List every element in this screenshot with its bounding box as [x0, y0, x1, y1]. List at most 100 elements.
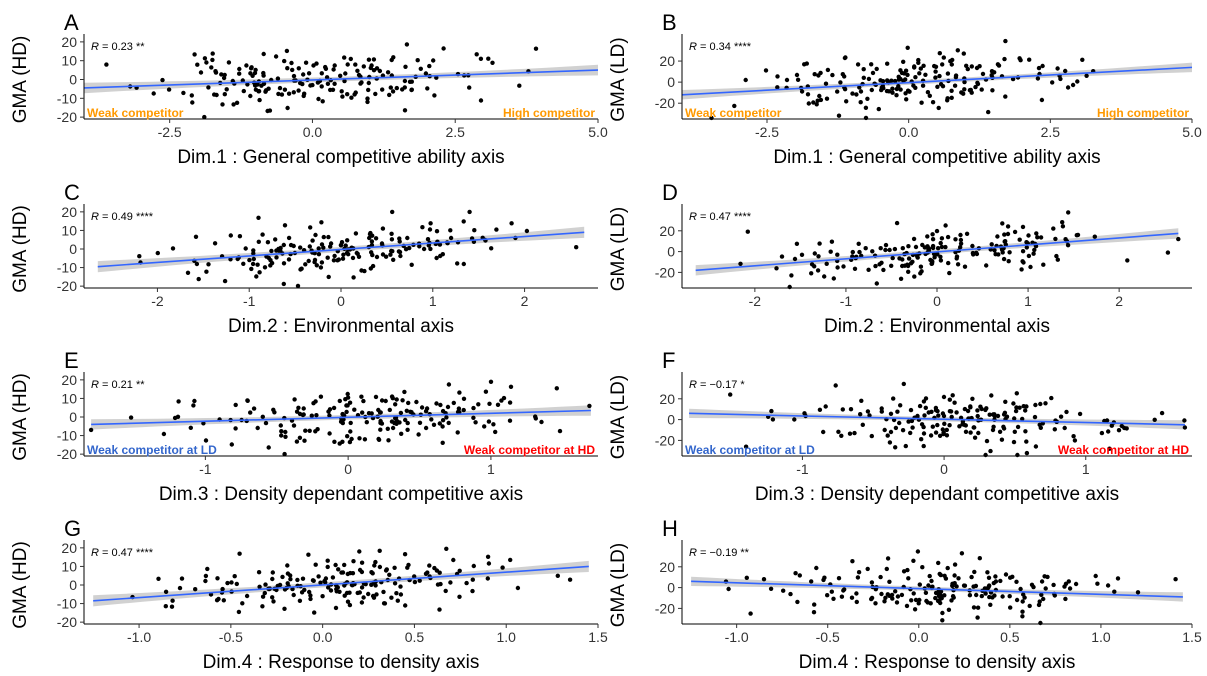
y-tick-label: 0: [69, 72, 77, 88]
data-point: [291, 90, 296, 95]
data-point: [887, 247, 892, 253]
data-point: [728, 392, 733, 397]
data-point: [192, 52, 197, 57]
data-point: [984, 438, 990, 444]
data-point: [338, 73, 343, 79]
data-point: [930, 584, 935, 589]
data-point: [336, 257, 341, 262]
data-point: [793, 571, 798, 576]
data-point: [1026, 253, 1032, 259]
x-tick-label: 2.5: [445, 124, 465, 140]
data-point: [248, 71, 253, 76]
data-point: [906, 576, 911, 581]
data-point: [775, 85, 780, 90]
data-point: [1033, 444, 1039, 449]
data-point: [248, 93, 253, 99]
data-point: [190, 100, 195, 105]
data-point: [380, 87, 385, 92]
data-point: [999, 437, 1005, 442]
data-point: [206, 85, 211, 90]
data-point: [833, 383, 838, 388]
y-tick-label: 10: [61, 558, 77, 574]
data-point: [286, 235, 292, 241]
data-point: [947, 397, 952, 402]
x-tick-label: -2.5: [755, 124, 779, 140]
data-point: [170, 598, 175, 603]
data-point: [574, 245, 579, 250]
data-point: [257, 584, 262, 589]
y-tick-label: -20: [57, 614, 77, 630]
data-point: [959, 90, 964, 95]
x-tick-label: 1: [487, 461, 495, 477]
data-point: [1024, 404, 1029, 409]
data-point: [443, 588, 448, 594]
data-point: [408, 409, 413, 414]
data-point: [900, 428, 906, 433]
data-point: [913, 597, 919, 603]
data-point: [333, 605, 339, 611]
data-point: [1026, 233, 1031, 238]
data-point: [319, 220, 324, 225]
data-point: [974, 251, 980, 257]
y-tick-label: 20: [659, 559, 675, 575]
data-point: [353, 231, 359, 236]
data-point: [557, 428, 563, 434]
data-point: [402, 78, 408, 84]
y-axis-label: GMA (LD): [608, 543, 629, 627]
data-point: [847, 431, 853, 436]
data-point: [1176, 236, 1181, 242]
data-point: [193, 587, 198, 592]
data-point: [1073, 581, 1079, 587]
data-point: [815, 268, 821, 273]
x-axis-label: Dim.1 : General competitive ability axis: [177, 147, 504, 168]
data-point: [203, 578, 208, 584]
data-point: [912, 274, 917, 279]
y-tick-label: 20: [61, 540, 77, 556]
data-point: [905, 262, 910, 267]
data-point: [325, 564, 330, 570]
data-point: [325, 255, 330, 260]
data-point: [809, 579, 814, 584]
y-tick-label: 0: [69, 241, 77, 257]
data-point: [968, 430, 973, 435]
data-point: [326, 409, 331, 414]
data-point: [296, 88, 301, 93]
data-point: [923, 590, 929, 595]
correlation-label: R = −0.19 **: [689, 547, 750, 559]
x-axis-label: Dim.4 : Response to density axis: [203, 652, 480, 673]
data-point: [368, 65, 373, 71]
annotation-left: Weak competitor at LD: [87, 443, 217, 457]
data-point: [204, 60, 209, 65]
y-tick-label: 20: [61, 372, 77, 388]
data-point: [451, 557, 456, 563]
data-point: [478, 56, 484, 61]
data-point: [1020, 416, 1025, 422]
data-point: [1065, 85, 1071, 90]
data-point: [331, 258, 337, 263]
data-point: [818, 70, 823, 76]
data-point: [973, 84, 978, 90]
data-point: [869, 433, 874, 439]
data-point: [952, 581, 957, 586]
data-point: [285, 105, 290, 111]
data-point: [888, 429, 894, 435]
data-point: [440, 418, 446, 423]
data-point: [389, 419, 395, 424]
data-point: [881, 267, 886, 273]
data-point: [256, 239, 261, 244]
data-point: [1173, 577, 1178, 582]
data-point: [933, 69, 938, 74]
y-tick-label: 0: [69, 409, 77, 425]
y-axis-label: GMA (HD): [10, 373, 31, 461]
data-point: [1060, 224, 1066, 229]
data-point: [975, 408, 980, 413]
data-point: [312, 259, 317, 265]
data-point: [319, 260, 325, 265]
data-point: [250, 261, 256, 267]
data-point: [295, 283, 301, 289]
data-point: [878, 574, 883, 580]
data-point: [376, 437, 382, 442]
data-point: [961, 51, 966, 56]
data-point: [952, 83, 958, 88]
